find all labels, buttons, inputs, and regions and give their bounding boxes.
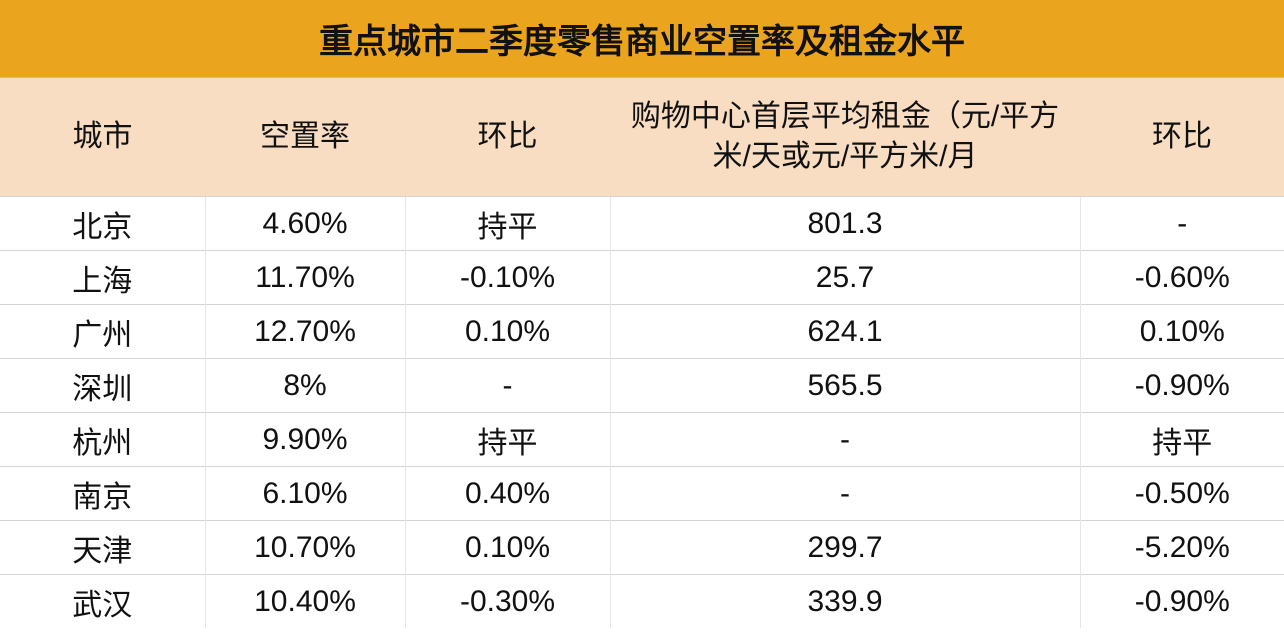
table-cell: 广州 xyxy=(0,304,205,359)
table-cell: 4.60% xyxy=(204,196,405,251)
table-cell: 10.70% xyxy=(204,520,405,575)
table-cell: - xyxy=(609,412,1080,467)
table-cell: 10.40% xyxy=(204,574,405,628)
table-cell: 339.9 xyxy=(609,574,1080,628)
table-cell: 深圳 xyxy=(0,358,205,413)
table-cell: 0.10% xyxy=(404,520,610,575)
column-header: 环比 xyxy=(1080,78,1284,197)
table-cell: 南京 xyxy=(0,466,205,521)
table-cell: 299.7 xyxy=(609,520,1080,575)
table-cell: - xyxy=(1079,196,1284,251)
table-body: 北京 4.60% 持平 801.3- 上海 11.70% -0.10% 25.7 -0.60% 广… xyxy=(0,196,1284,628)
table-cell: 565.5 xyxy=(609,358,1080,413)
table-cell: 624.1 xyxy=(609,304,1080,359)
table-cell: 持平 xyxy=(404,196,610,251)
table-cell: 8% xyxy=(204,358,405,413)
table-row: 广州 12.70% 0.10% 624.1 0.10% xyxy=(0,304,1284,359)
table-cell: 天津 xyxy=(0,520,205,575)
column-header: 购物中心首层平均租金（元/平方米/天或元/平方米/月 xyxy=(610,78,1080,197)
table-title: 重点城市二季度零售商业空置率及租金水平 xyxy=(0,0,1284,78)
table-row: 杭州 9.90% 持平 - 持平 xyxy=(0,412,1284,467)
table-cell: - xyxy=(404,358,610,413)
table-cell: - xyxy=(609,466,1080,521)
column-header: 空置率 xyxy=(205,78,405,197)
table-cell: 持平 xyxy=(1079,412,1284,467)
table-row: 上海 11.70% -0.10% 25.7 -0.60% xyxy=(0,250,1284,305)
table-row: 天津 10.70% 0.10% 299.7 -5.20% xyxy=(0,520,1284,575)
table-cell: 持平 xyxy=(404,412,610,467)
table-row: 武汉 10.40% -0.30% 339.9 -0.90% xyxy=(0,574,1284,628)
table-cell: 北京 xyxy=(0,196,205,251)
table-row: 南京 6.10% 0.40% - -0.50% xyxy=(0,466,1284,521)
table-cell: -0.30% xyxy=(404,574,610,628)
table-row: 北京 4.60% 持平 801.3- xyxy=(0,196,1284,251)
table-row: 深圳 8% -565.5 -0.90% xyxy=(0,358,1284,413)
table-cell: -5.20% xyxy=(1079,520,1284,575)
table-cell: 801.3 xyxy=(609,196,1080,251)
table-cell: 0.10% xyxy=(404,304,610,359)
table-cell: 9.90% xyxy=(204,412,405,467)
table-cell: -0.90% xyxy=(1079,574,1284,628)
table-cell: 上海 xyxy=(0,250,205,305)
table-cell: 0.40% xyxy=(404,466,610,521)
table-cell: -0.60% xyxy=(1079,250,1284,305)
table-cell: 11.70% xyxy=(204,250,405,305)
table-cell: 武汉 xyxy=(0,574,205,628)
data-table: 城市 空置率 环比 购物中心首层平均租金（元/平方米/天或元/平方米/月 环比 北京 4.… xyxy=(0,78,1284,628)
table-cell: 杭州 xyxy=(0,412,205,467)
table-cell: -0.50% xyxy=(1079,466,1284,521)
header-row: 城市 空置率 环比 购物中心首层平均租金（元/平方米/天或元/平方米/月 环比 xyxy=(0,78,1284,197)
table-cell: 12.70% xyxy=(204,304,405,359)
table-cell: 6.10% xyxy=(204,466,405,521)
table-cell: 0.10% xyxy=(1079,304,1284,359)
table-cell: -0.10% xyxy=(404,250,610,305)
table-cell: -0.90% xyxy=(1079,358,1284,413)
table-cell: 25.7 xyxy=(609,250,1080,305)
column-header: 城市 xyxy=(0,78,205,197)
column-header: 环比 xyxy=(405,78,610,197)
